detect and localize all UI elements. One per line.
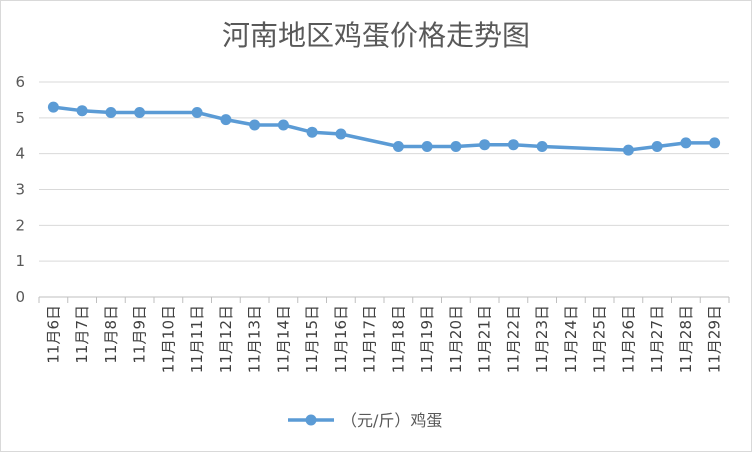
x-tick-label: 11月25日	[591, 305, 609, 373]
data-point	[479, 139, 491, 151]
x-tick-label: 11月29日	[706, 305, 724, 373]
x-axis: 11月6日 11月7日 11月8日 11月9日 11月10日 11月11日 11月12日 11…	[38, 296, 730, 373]
x-tick-label: 11月8日	[102, 305, 120, 364]
data-point	[220, 114, 232, 126]
data-point	[421, 141, 433, 152]
data-point	[47, 101, 59, 113]
y-axis-ticks: 0 1 2 3 4 5 6	[15, 73, 25, 306]
x-tick-label: 11月24日	[562, 305, 580, 373]
y-tick-label: 0	[15, 288, 25, 306]
data-point	[306, 126, 318, 138]
data-point	[134, 107, 146, 118]
x-tick-label: 11月19日	[418, 305, 436, 373]
series-line	[53, 105, 715, 152]
x-tick-label: 11月22日	[504, 305, 522, 373]
data-point	[76, 105, 88, 117]
data-point	[680, 137, 692, 149]
x-tick-label: 11月7日	[73, 305, 91, 364]
x-tick-label: 11月20日	[447, 305, 465, 373]
y-tick-label: 5	[15, 109, 25, 127]
series-layer	[47, 101, 721, 156]
legend-point-marker	[305, 414, 317, 426]
data-point	[335, 128, 347, 140]
data-point	[277, 119, 289, 131]
x-tick-label: 11月23日	[533, 305, 551, 373]
x-tick-label: 11月14日	[274, 305, 292, 373]
data-point	[249, 119, 261, 131]
data-point	[709, 137, 721, 149]
y-tick-label: 4	[15, 145, 25, 163]
y-tick-label: 2	[15, 216, 25, 234]
data-point	[536, 141, 548, 152]
x-tick-label: 11月9日	[131, 305, 149, 364]
x-tick-label: 11月27日	[648, 305, 666, 373]
x-tick-label: 11月6日	[44, 305, 62, 364]
y-tick-label: 3	[15, 181, 25, 199]
gridlines	[39, 81, 729, 262]
data-point	[507, 139, 519, 151]
x-tick-label: 11月10日	[159, 305, 177, 373]
y-tick-label: 6	[15, 73, 25, 91]
data-point	[622, 144, 634, 156]
chart-title: 河南地区鸡蛋价格走势图	[222, 19, 530, 52]
x-tick-label: 11月12日	[217, 305, 235, 373]
legend-label: （元/斤）鸡蛋	[341, 411, 442, 430]
x-tick-label: 11月18日	[389, 305, 407, 373]
data-point	[105, 107, 117, 118]
legend: （元/斤）鸡蛋	[288, 411, 442, 430]
x-tick-label: 11月28日	[677, 305, 695, 373]
x-tick-label: 11月17日	[361, 305, 379, 373]
x-tick-label: 11月26日	[619, 305, 637, 373]
data-point	[450, 141, 462, 152]
x-tick-label: 11月16日	[332, 305, 350, 373]
data-point	[651, 141, 663, 152]
x-tick-label: 11月13日	[246, 305, 264, 373]
data-point	[191, 107, 203, 118]
y-tick-label: 1	[15, 252, 25, 270]
x-tick-label: 11月11日	[188, 305, 206, 373]
x-tick-label: 11月15日	[303, 305, 321, 373]
data-point	[392, 141, 404, 152]
x-tick-label: 11月21日	[476, 305, 494, 373]
